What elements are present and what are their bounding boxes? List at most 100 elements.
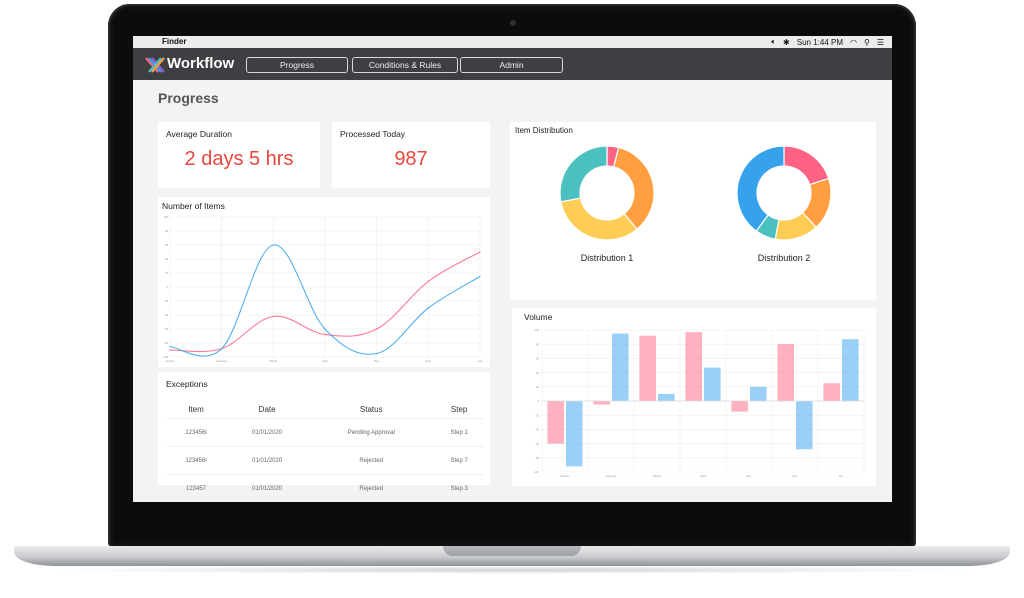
nav-admin-button[interactable]: Admin — [460, 57, 563, 73]
bar-0 — [547, 401, 564, 444]
x-tick-label: May — [746, 474, 752, 478]
x-tick-label: February — [605, 474, 617, 478]
distribution-label: Distribution 1 — [581, 253, 634, 263]
notification-center-icon[interactable]: ☰ — [876, 37, 884, 47]
distribution-label: Distribution 2 — [758, 253, 811, 263]
volume-icon[interactable]: 🔈︎ — [771, 37, 777, 46]
x-tick-label: April — [322, 359, 328, 363]
number-of-items-title: Number of Items — [162, 201, 225, 211]
menubar-clock[interactable]: Sun 1:44 PM — [796, 37, 843, 47]
cell-step: Step 7 — [434, 446, 484, 475]
y-tick-label: 100 — [535, 328, 540, 332]
bar-0 — [593, 401, 610, 405]
page-title: Progress — [158, 90, 219, 106]
cell-step: Step 3 — [434, 474, 484, 502]
screen: Finder 🔈︎ ✱ Sun 1:44 PM ◠ ⚲ ☰ Workflow P… — [133, 36, 892, 502]
cell-status: Rejected — [308, 446, 435, 475]
cell-date: 01/01/2020 — [226, 474, 309, 502]
bluetooth-icon[interactable]: ✱ — [783, 37, 790, 47]
item-distribution-title: Item Distribution — [515, 126, 573, 135]
x-tick-label: February — [216, 359, 228, 363]
y-tick-label: 100 — [164, 215, 169, 219]
laptop-base — [14, 546, 1010, 566]
x-tick-label: March — [269, 359, 277, 363]
avg-duration-value: 2 days 5 hrs — [184, 148, 294, 170]
x-tick-label: July — [478, 359, 484, 363]
y-tick-label: -20 — [164, 299, 168, 303]
table-row[interactable]: 123457 01/01/2020 Rejected Step 3 — [166, 474, 484, 502]
nav-conditions-rules-button[interactable]: Conditions & Rules — [352, 57, 458, 73]
camera-icon — [510, 20, 516, 26]
y-tick-label: -100 — [534, 470, 540, 474]
cell-status: Rejected — [308, 474, 435, 502]
data-point — [479, 275, 481, 278]
bar-1 — [566, 401, 583, 467]
data-point — [169, 345, 171, 348]
column-header-date[interactable]: Date — [258, 405, 276, 414]
data-point — [272, 244, 275, 246]
data-point — [169, 349, 171, 351]
donut-slice — [560, 197, 638, 241]
avg-duration-label: Average Duration — [166, 129, 232, 139]
volume-title: Volume — [524, 312, 553, 322]
number-of-items-chart: -100 -80 -60 -40 -20 0 20 40 60 80 100 January Febru… — [163, 215, 484, 363]
cell-item: 123456l — [166, 418, 226, 447]
mac-menubar: Finder 🔈︎ ✱ Sun 1:44 PM ◠ ⚲ ☰ — [133, 36, 892, 48]
donut-slice — [559, 145, 608, 203]
wifi-icon[interactable]: ◠ — [849, 37, 857, 47]
data-point — [427, 280, 430, 283]
cell-item: 123457 — [166, 474, 226, 502]
volume-chart: -100 -80 -60 -40 -20 0 20 40 60 80 100 January Febru… — [534, 328, 865, 478]
x-tick-label: June — [792, 474, 799, 478]
item-distribution-chart: Distribution 1 Distribution 2 — [559, 145, 832, 263]
laptop-notch — [443, 546, 581, 556]
y-tick-label: 0 — [538, 399, 540, 403]
y-tick-label: -60 — [535, 442, 539, 446]
laptop-shadow — [40, 566, 984, 574]
x-tick-label: January — [165, 359, 176, 363]
cell-date: 01/01/2020 — [226, 418, 309, 447]
y-tick-label: -20 — [535, 413, 539, 417]
x-tick-label: January — [560, 474, 571, 478]
cell-date: 01/01/2020 — [226, 446, 309, 475]
y-tick-label: 60 — [536, 357, 539, 361]
y-tick-label: -100 — [163, 355, 169, 359]
x-tick-label: July — [839, 474, 845, 478]
data-point — [375, 328, 378, 330]
donut-slice — [783, 145, 830, 186]
app-menu-finder[interactable]: Finder — [162, 37, 187, 46]
column-header-step[interactable]: Step — [450, 405, 468, 414]
nav-progress-button[interactable]: Progress — [246, 57, 348, 73]
y-tick-label: -80 — [535, 456, 539, 460]
data-point — [375, 352, 378, 355]
column-header-item[interactable]: Item — [188, 405, 204, 414]
data-point — [324, 333, 326, 336]
exceptions-table: Item Date Status Step 123456l 01/01/2020… — [166, 402, 484, 502]
processed-today-value: 987 — [394, 148, 428, 170]
data-point — [479, 251, 481, 253]
y-tick-label: 0 — [167, 285, 169, 289]
bar-1 — [612, 333, 629, 401]
processed-today-label: Processed Today — [340, 129, 406, 139]
x-tick-label: April — [700, 474, 706, 478]
bar-1 — [658, 393, 675, 401]
cell-item: 123456l — [166, 446, 226, 475]
table-row[interactable]: 123456l 01/01/2020 Pending Approval Step… — [166, 418, 484, 447]
donut-slice — [612, 146, 655, 231]
y-tick-label: -40 — [535, 428, 539, 432]
spotlight-search-icon[interactable]: ⚲ — [863, 37, 870, 47]
bar-0 — [685, 332, 702, 401]
bar-1 — [704, 367, 721, 401]
table-row[interactable]: 123456l 01/01/2020 Rejected Step 7 — [166, 446, 484, 475]
exceptions-card: Exceptions Item Date Status Step 123456l… — [158, 372, 490, 502]
y-tick-label: 80 — [536, 342, 539, 346]
y-tick-label: -60 — [164, 327, 168, 331]
cell-step: Step 1 — [434, 418, 484, 447]
y-tick-label: 40 — [165, 257, 168, 261]
x-tick-label: March — [653, 474, 661, 478]
workflow-logo-icon — [145, 57, 165, 73]
column-header-status[interactable]: Status — [359, 405, 383, 414]
bar-0 — [823, 383, 840, 401]
bar-1 — [750, 386, 767, 401]
brand-name[interactable]: Workflow — [167, 55, 235, 72]
